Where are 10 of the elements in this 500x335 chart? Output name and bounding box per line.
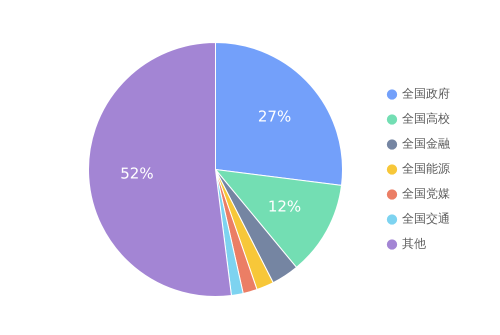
legend-label: 全国能源 bbox=[402, 162, 450, 176]
legend-label: 其他 bbox=[402, 236, 426, 251]
legend-label: 全国金融 bbox=[402, 136, 450, 151]
data-label: 52% bbox=[120, 164, 154, 182]
legend-label: 全国政府 bbox=[402, 86, 450, 101]
data-label: 27% bbox=[258, 107, 292, 126]
legend-label: 全国高校 bbox=[402, 112, 450, 126]
legend-label: 全国党媒 bbox=[402, 186, 450, 201]
data-label: 12% bbox=[268, 197, 302, 216]
legend-label: 全国交通 bbox=[402, 212, 450, 226]
